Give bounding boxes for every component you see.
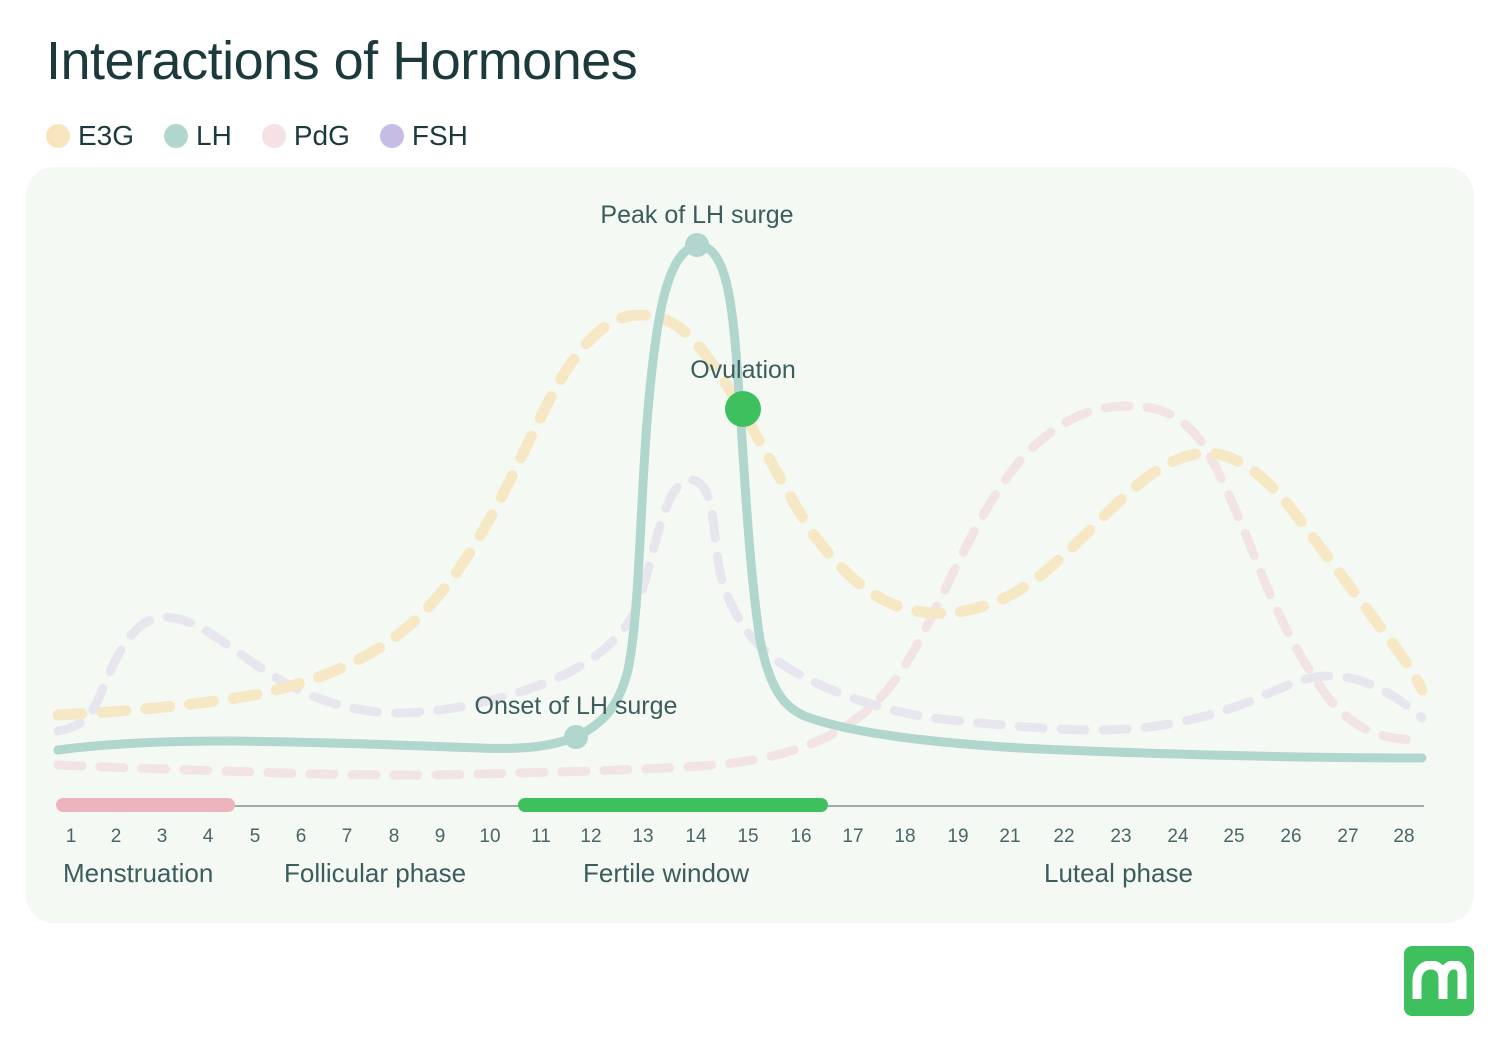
ovulation-annotation: Ovulation [690, 356, 796, 384]
x-tick: 23 [1110, 826, 1131, 847]
legend-item-fsh: FSH [379, 120, 468, 152]
x-tick: 19 [947, 826, 968, 847]
ovulation-marker [725, 391, 761, 427]
fsh-curve [53, 475, 1427, 736]
phase-label-fertile: Fertile window [583, 858, 749, 888]
x-tick: 15 [737, 826, 758, 847]
pdg-swatch-icon [261, 124, 286, 148]
x-tick: 12 [580, 826, 601, 847]
x-tick: 8 [389, 826, 400, 847]
x-tick: 14 [685, 826, 707, 847]
x-tick: 18 [894, 826, 915, 847]
e3g-swatch-icon [46, 124, 70, 148]
legend-label: FSH [411, 120, 468, 151]
legend: E3G LH PdG FSH [46, 120, 468, 152]
x-tick: 13 [632, 826, 653, 847]
e3g-curve [52, 309, 1428, 721]
peak-annotation: Peak of LH surge [600, 201, 793, 229]
x-tick: 11 [531, 826, 551, 847]
lh-onset-marker [564, 725, 588, 749]
onset-annotation: Onset of LH surge [475, 692, 678, 720]
x-tick: 22 [1053, 826, 1074, 847]
x-tick: 1 [66, 826, 77, 847]
x-tick: 6 [296, 826, 307, 847]
x-tick: 27 [1337, 826, 1358, 847]
legend-item-e3g: E3G [46, 120, 134, 152]
phase-label-menstruation: Menstruation [63, 858, 213, 888]
x-tick: 4 [203, 826, 214, 847]
x-tick-labels: 1 2 3 4 5 6 7 8 9 10 11 12 13 14 15 16 1… [66, 826, 1415, 847]
x-tick: 10 [479, 826, 500, 847]
x-tick: 9 [435, 826, 446, 847]
legend-label: PdG [293, 120, 350, 151]
x-tick: 17 [842, 826, 863, 847]
phase-label-follicular: Follicular phase [284, 858, 466, 888]
x-tick: 26 [1280, 826, 1301, 847]
legend-item-pdg: PdG [261, 120, 350, 152]
chart-title: Interactions of Hormones [46, 31, 638, 91]
x-tick: 7 [342, 826, 353, 847]
x-tick: 24 [1167, 826, 1189, 847]
lh-curve [53, 241, 1427, 763]
phase-label-luteal: Luteal phase [1044, 858, 1193, 888]
x-tick: 16 [790, 826, 811, 847]
x-tick: 25 [1223, 826, 1244, 847]
x-tick: 3 [157, 826, 168, 847]
x-tick: 5 [250, 826, 261, 847]
legend-item-lh: LH [164, 120, 232, 152]
x-tick: 21 [999, 826, 1020, 847]
logo-m-icon [1412, 961, 1467, 999]
x-tick: 2 [111, 826, 122, 847]
lh-swatch-icon [164, 124, 189, 148]
fsh-swatch-icon [379, 124, 404, 148]
legend-label: LH [196, 120, 232, 151]
legend-label: E3G [78, 120, 135, 151]
lh-peak-marker [685, 233, 709, 257]
brand-logo [1404, 946, 1474, 1016]
x-tick: 28 [1393, 826, 1414, 847]
